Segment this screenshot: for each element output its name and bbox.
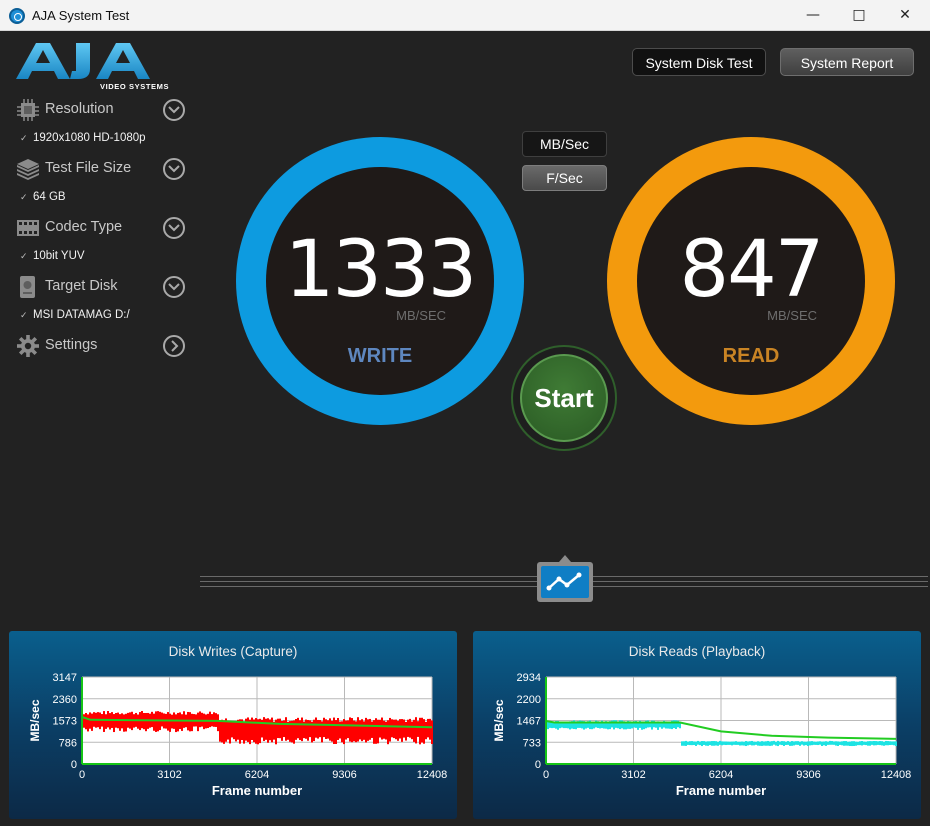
main-window: VIDEO SYSTEMS Resolution ✓ 1920x1080 HD-…: [0, 31, 930, 826]
x-tick-label: 0: [543, 769, 549, 781]
codec-value: 10bit YUV: [33, 250, 85, 262]
graph-toggle-face: [541, 566, 589, 598]
x-tick-label: 12408: [881, 769, 912, 781]
sidebar-item-file-size[interactable]: Test File Size: [16, 156, 186, 182]
write-speed-unit: MB/SEC: [396, 308, 446, 323]
read-label: READ: [722, 345, 780, 367]
check-icon: ✓: [20, 251, 28, 261]
y-tick-label: 0: [71, 759, 77, 771]
sidebar-item-target-disk[interactable]: Target Disk: [16, 274, 186, 300]
resolution-value: 1920x1080 HD-1080p: [33, 132, 146, 144]
y-tick-label: 2934: [517, 672, 541, 684]
sidebar-item-label: Codec Type: [45, 219, 123, 235]
aja-logo-mark: [16, 43, 150, 79]
title-bar: AJA System Test — □ ✕: [0, 0, 930, 31]
check-icon: ✓: [20, 310, 28, 320]
write-label: WRITE: [347, 345, 413, 367]
sidebar-item-resolution[interactable]: Resolution: [16, 97, 186, 123]
sidebar-item-label: Test File Size: [45, 160, 132, 176]
f-sec-button[interactable]: F/Sec: [522, 165, 607, 191]
y-tick-label: 2360: [53, 694, 77, 706]
check-icon: ✓: [20, 133, 28, 143]
x-tick-label: 3102: [157, 769, 181, 781]
read-gauge: 847 MB/SEC READ: [607, 137, 895, 425]
write-gauge: 1333 MB/SEC WRITE: [236, 137, 524, 425]
read-gauge-face: 847 MB/SEC READ: [637, 167, 865, 395]
logo-subtitle: VIDEO SYSTEMS: [100, 82, 170, 91]
series-line-1: [81, 716, 433, 729]
chevron-right-icon[interactable]: [163, 335, 185, 357]
graph-toggle-button[interactable]: [537, 555, 593, 602]
start-button[interactable]: Start: [520, 354, 608, 442]
chevron-down-icon[interactable]: [163, 99, 185, 121]
x-tick-label: 6204: [245, 769, 269, 781]
system-report-button[interactable]: System Report: [780, 48, 914, 76]
write-gauge-face: 1333 MB/SEC WRITE: [266, 167, 494, 395]
y-tick-label: 0: [535, 759, 541, 771]
window-title: AJA System Test: [32, 8, 130, 23]
disk-reads-panel: Disk Reads (Playback) 0 733 1467 2200 2934 0 3…: [473, 631, 921, 819]
disk-reads-chart: 0 733 1467 2200 2934 0 3102 6204 9306 12408 Frame …: [492, 672, 912, 798]
y-tick-label: 733: [523, 737, 541, 749]
start-ring: Start: [511, 345, 617, 451]
read-speed-value: 847: [679, 225, 825, 315]
y-axis-label: MB/sec: [492, 699, 506, 741]
aja-logo: VIDEO SYSTEMS: [16, 41, 170, 93]
file-size-value: 64 GB: [33, 191, 66, 203]
close-button[interactable]: ✕: [899, 7, 911, 23]
disk-writes-chart: 0 786 1573 2360 3147 0 3102 6204 9306 12408 Frame …: [28, 672, 448, 798]
y-tick-label: 1467: [517, 716, 541, 728]
chart-title: Disk Reads (Playback): [628, 644, 766, 659]
y-tick-label: 786: [59, 737, 77, 749]
maximize-button[interactable]: □: [852, 7, 866, 23]
chip-icon: [17, 99, 39, 121]
chevron-down-icon[interactable]: [163, 276, 185, 298]
minimize-button[interactable]: —: [806, 7, 820, 23]
disk-writes-panel: Disk Writes (Capture) 0 786 1573 2360 3147 0 3…: [9, 631, 457, 819]
line-chart-icon: [546, 572, 582, 591]
disk-icon: [20, 276, 35, 298]
sidebar-item-label: Resolution: [45, 101, 114, 117]
y-tick-label: 1573: [53, 716, 77, 728]
film-icon: [17, 220, 39, 236]
gear-icon: [17, 335, 39, 357]
chevron-down-icon[interactable]: [163, 158, 185, 180]
x-tick-label: 0: [79, 769, 85, 781]
sidebar-item-codec[interactable]: Codec Type: [16, 215, 186, 241]
x-tick-label: 9306: [796, 769, 820, 781]
x-axis-label: Frame number: [676, 783, 766, 798]
check-icon: ✓: [20, 192, 28, 202]
write-speed-value: 1333: [284, 225, 478, 315]
chevron-down-icon[interactable]: [163, 217, 185, 239]
read-speed-unit: MB/SEC: [767, 308, 817, 323]
x-tick-label: 3102: [621, 769, 645, 781]
x-tick-label: 12408: [417, 769, 448, 781]
app-icon: [9, 8, 25, 24]
chart-title: Disk Writes (Capture): [168, 644, 298, 659]
y-tick-label: 3147: [53, 672, 77, 684]
sidebar-item-settings[interactable]: Settings: [16, 333, 186, 359]
y-tick-label: 2200: [517, 694, 541, 706]
sidebar-item-label: Settings: [45, 337, 98, 353]
x-tick-label: 6204: [709, 769, 733, 781]
sidebar-item-label: Target Disk: [45, 278, 118, 294]
x-tick-label: 9306: [332, 769, 356, 781]
series-line-1: [545, 720, 897, 740]
stack-icon: [17, 159, 39, 180]
system-disk-test-button[interactable]: System Disk Test: [632, 48, 766, 76]
target-disk-value: MSI DATAMAG D:/: [33, 309, 130, 321]
mb-sec-button[interactable]: MB/Sec: [522, 131, 607, 157]
x-axis-label: Frame number: [212, 783, 302, 798]
y-axis-label: MB/sec: [28, 699, 42, 741]
